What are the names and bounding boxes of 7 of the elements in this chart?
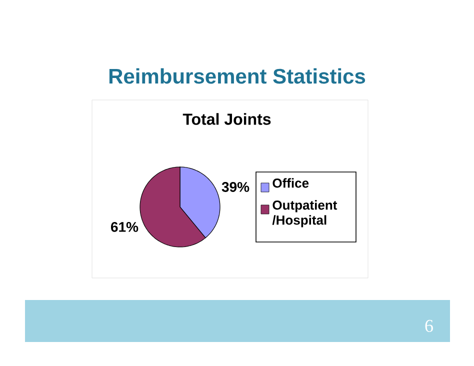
- data-label: 61%: [111, 222, 138, 232]
- chart-subtitle: Total Joints: [182, 113, 271, 125]
- legend-label: Outpatient /Hospital: [272, 200, 338, 228]
- legend-label: Office: [272, 178, 309, 188]
- text: 6: [425, 320, 433, 332]
- data-label: 39%: [222, 182, 250, 192]
- chart-title: Reimbursement Statistics: [109, 68, 366, 84]
